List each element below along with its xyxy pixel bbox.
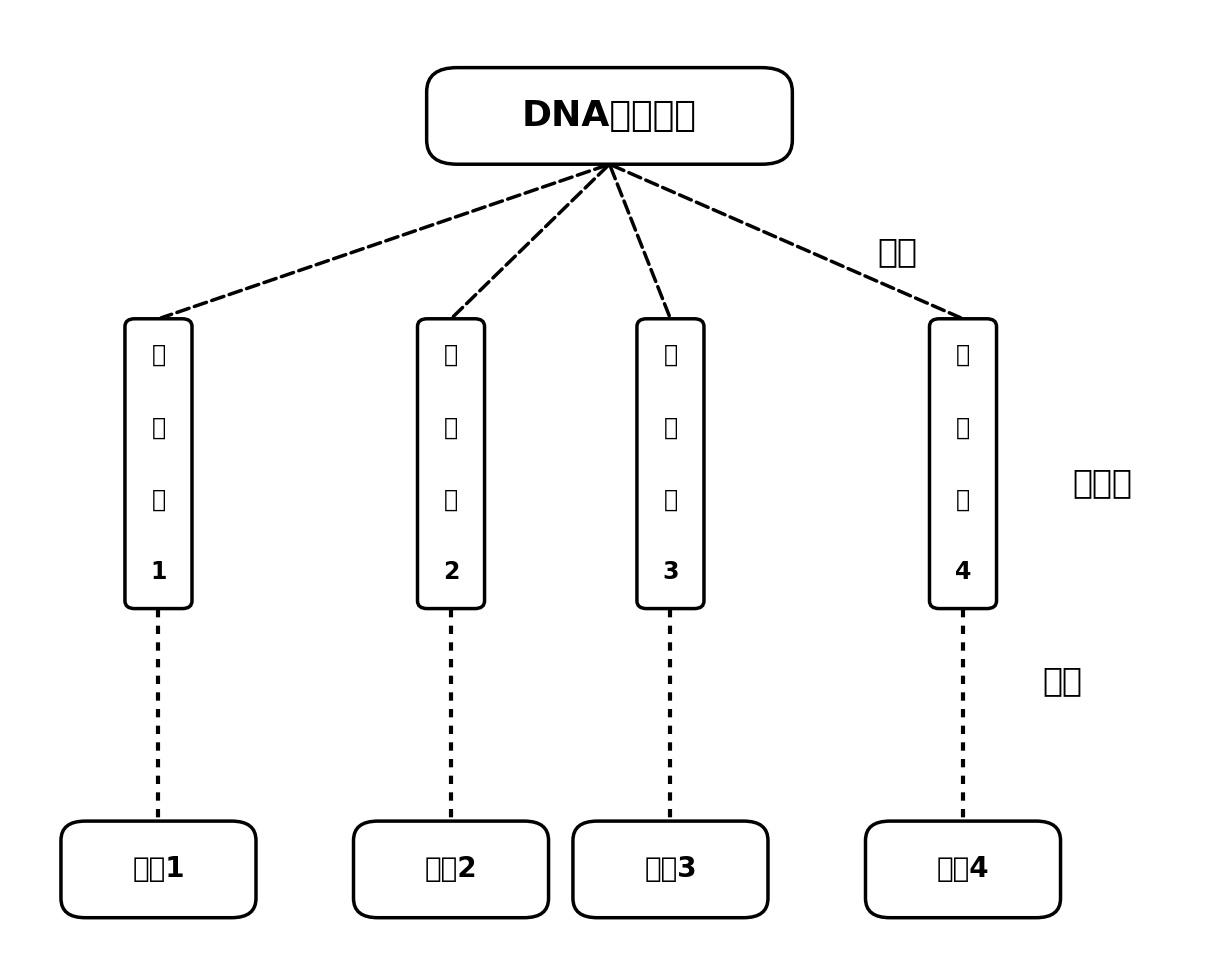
FancyBboxPatch shape (124, 319, 193, 609)
FancyBboxPatch shape (427, 68, 792, 164)
Text: 数: 数 (663, 343, 678, 367)
FancyBboxPatch shape (573, 821, 768, 918)
Text: 线程2: 线程2 (424, 856, 478, 883)
Text: 块: 块 (444, 488, 458, 512)
Text: 数: 数 (956, 343, 970, 367)
FancyBboxPatch shape (638, 319, 705, 609)
Text: 3: 3 (662, 560, 679, 584)
Text: 数据夹: 数据夹 (1073, 467, 1132, 499)
FancyBboxPatch shape (865, 821, 1061, 918)
Text: 据: 据 (151, 415, 166, 440)
Text: 块: 块 (956, 488, 970, 512)
Text: 数: 数 (151, 343, 166, 367)
Text: 数: 数 (444, 343, 458, 367)
FancyBboxPatch shape (61, 821, 256, 918)
FancyBboxPatch shape (354, 821, 549, 918)
Text: 2: 2 (442, 560, 460, 584)
FancyBboxPatch shape (929, 319, 997, 609)
Text: 线程3: 线程3 (644, 856, 697, 883)
Text: 据: 据 (956, 415, 970, 440)
Text: 块: 块 (663, 488, 678, 512)
FancyBboxPatch shape (417, 319, 484, 609)
Text: 块: 块 (151, 488, 166, 512)
Text: 1: 1 (150, 560, 167, 584)
Text: 线程4: 线程4 (936, 856, 990, 883)
Text: DNA测序数据: DNA测序数据 (522, 99, 697, 133)
Text: 分配: 分配 (1042, 665, 1082, 697)
Text: 据: 据 (663, 415, 678, 440)
Text: 据: 据 (444, 415, 458, 440)
Text: 线程1: 线程1 (132, 856, 185, 883)
Text: 4: 4 (954, 560, 972, 584)
Text: 划分: 划分 (878, 235, 918, 268)
